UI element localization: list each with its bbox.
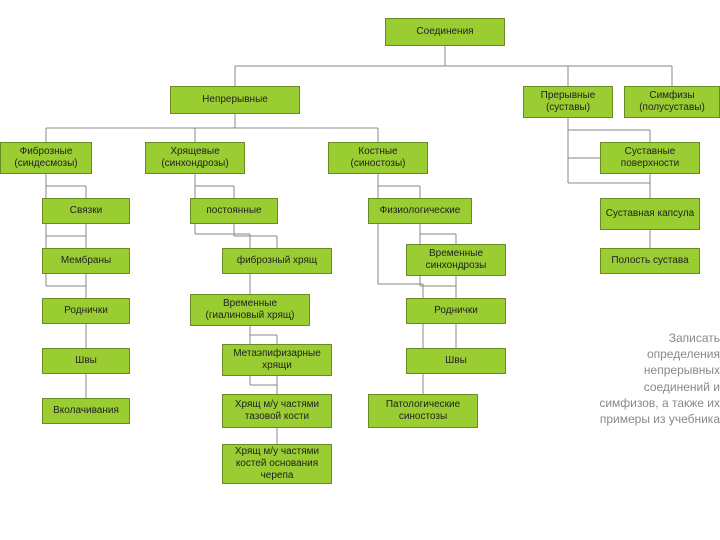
node-kost: Костные (синостозы) (328, 142, 428, 174)
node-rodnich2: Роднички (406, 298, 506, 324)
side-note: Записать определения непрерывных соедине… (598, 330, 720, 427)
node-shvy2: Швы (406, 348, 506, 374)
node-sust_pov: Суставные поверхности (600, 142, 700, 174)
node-neprer: Непрерывные (170, 86, 300, 114)
node-fibr_hr: фиброзный хрящ (222, 248, 332, 274)
node-root: Соединения (385, 18, 505, 46)
node-kapsula: Суставная капсула (600, 198, 700, 230)
node-post: постоянные (190, 198, 278, 224)
node-vkol: Вколачивания (42, 398, 130, 424)
node-cherep: Хрящ м/у частями костей основания черепа (222, 444, 332, 484)
node-prer: Прерывные (суставы) (523, 86, 613, 118)
node-svyaz: Связки (42, 198, 130, 224)
node-polost: Полость сустава (600, 248, 700, 274)
node-vrem_gial: Временные (гиалиновый хрящ) (190, 294, 310, 326)
node-hrya: Хрящевые (синхондрозы) (145, 142, 245, 174)
node-fizio: Физиологические (368, 198, 472, 224)
node-taz: Хрящ м/у частями тазовой кости (222, 394, 332, 428)
node-membr: Мембраны (42, 248, 130, 274)
node-vrem_sin: Временные синхондрозы (406, 244, 506, 276)
node-shvy: Швы (42, 348, 130, 374)
node-patol: Патологические синостозы (368, 394, 478, 428)
node-metaepi: Метаэпифизарные хрящи (222, 344, 332, 376)
node-simf: Симфизы (полусуставы) (624, 86, 720, 118)
node-rodnich: Роднички (42, 298, 130, 324)
node-fibr: Фиброзные (синдесмозы) (0, 142, 92, 174)
